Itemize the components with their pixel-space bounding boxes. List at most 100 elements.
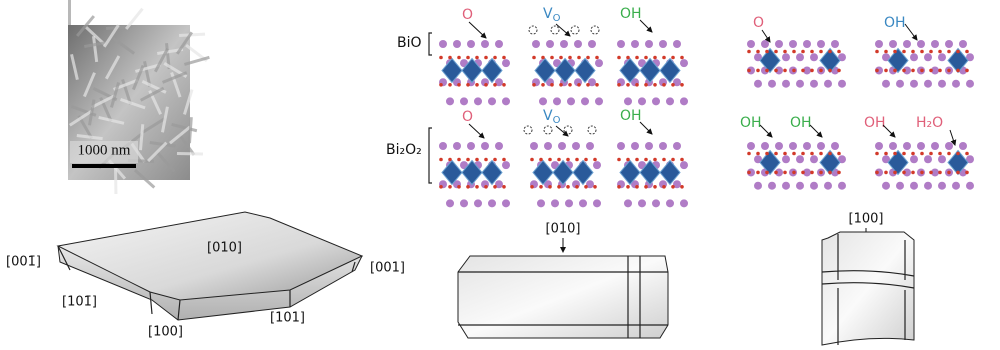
arrow bbox=[949, 129, 957, 146]
o-atom bbox=[532, 83, 536, 87]
sem-flake bbox=[103, 24, 120, 48]
facet-label: [001̄] bbox=[6, 255, 41, 270]
bi-atom bbox=[924, 53, 932, 62]
structure-panel bbox=[617, 142, 688, 208]
o-atom bbox=[586, 83, 590, 87]
o-atom bbox=[662, 55, 666, 60]
bi-atom bbox=[952, 79, 960, 88]
polyhedron bbox=[461, 159, 483, 186]
bi-atom bbox=[824, 79, 832, 88]
site-label: OH bbox=[620, 6, 642, 22]
site-label: OH bbox=[620, 108, 642, 124]
o-atom bbox=[671, 157, 675, 162]
bi-atom bbox=[875, 168, 883, 177]
bi-atom bbox=[910, 53, 918, 62]
o-atom bbox=[484, 83, 488, 87]
o-atom bbox=[502, 157, 506, 162]
o-atom bbox=[902, 68, 906, 73]
o-atom bbox=[965, 68, 969, 73]
bi-atom bbox=[803, 168, 811, 177]
o-atom bbox=[810, 49, 814, 54]
o-atom bbox=[475, 83, 479, 87]
arrow bbox=[468, 123, 485, 139]
vacancy bbox=[587, 125, 597, 135]
sem-flake bbox=[114, 168, 118, 195]
bi-atom bbox=[838, 181, 846, 190]
o-atom bbox=[484, 157, 488, 162]
o-atom bbox=[448, 55, 452, 60]
o-atom bbox=[586, 55, 590, 60]
o-atom bbox=[765, 151, 769, 156]
o-atom bbox=[747, 170, 751, 175]
o-atom bbox=[595, 55, 599, 60]
polyhedron bbox=[887, 149, 909, 176]
o-atom bbox=[653, 157, 657, 162]
bi-atom bbox=[553, 97, 561, 106]
o-atom bbox=[956, 170, 960, 175]
bi-atom bbox=[882, 53, 890, 62]
polyhedron bbox=[534, 57, 556, 84]
bi-atom bbox=[481, 142, 489, 150]
sem-flake bbox=[91, 94, 116, 109]
sem-image: 1000 nm bbox=[68, 0, 210, 195]
o-atom bbox=[617, 185, 621, 189]
o-atom bbox=[475, 157, 479, 162]
o-atom bbox=[801, 68, 805, 73]
arrow bbox=[809, 124, 823, 138]
o-atom bbox=[792, 170, 796, 175]
layer-label: BiO bbox=[397, 35, 422, 51]
bi-atom bbox=[624, 97, 632, 106]
sem-flake bbox=[149, 140, 176, 148]
o-atom bbox=[956, 151, 960, 156]
o-atom bbox=[911, 68, 915, 73]
o-atom bbox=[947, 68, 951, 73]
o-atom bbox=[626, 83, 630, 87]
sem-flake bbox=[113, 78, 139, 91]
bi-atom bbox=[910, 79, 918, 88]
o-atom bbox=[947, 49, 951, 54]
bracket bbox=[428, 127, 432, 184]
bi-atom bbox=[481, 40, 489, 48]
bi-atom bbox=[595, 97, 603, 106]
sem-flake bbox=[139, 124, 145, 151]
bi-atom bbox=[903, 66, 911, 75]
polyhedron bbox=[759, 47, 781, 74]
o-atom bbox=[671, 185, 675, 189]
o-atom bbox=[439, 157, 443, 162]
bi-atom bbox=[747, 66, 755, 75]
bi-atom bbox=[817, 142, 825, 150]
o-atom bbox=[566, 157, 570, 162]
arrow bbox=[555, 23, 571, 37]
o-atom bbox=[875, 170, 879, 175]
o-atom bbox=[439, 185, 443, 189]
o-atom bbox=[502, 55, 506, 60]
bi-atom bbox=[782, 181, 790, 190]
sem-flake bbox=[154, 48, 169, 73]
o-atom bbox=[902, 151, 906, 156]
o-atom bbox=[801, 151, 805, 156]
bi-atom bbox=[537, 199, 545, 208]
o-atom bbox=[653, 185, 657, 189]
sem-flake bbox=[179, 32, 206, 37]
o-atom bbox=[792, 49, 796, 54]
bi-atom bbox=[638, 97, 646, 106]
o-atom bbox=[837, 170, 841, 175]
o-atom bbox=[774, 68, 778, 73]
polyhedron bbox=[819, 47, 841, 74]
o-atom bbox=[493, 185, 497, 189]
bi-atom bbox=[567, 97, 575, 106]
arrow bbox=[639, 121, 653, 135]
o-atom bbox=[635, 157, 639, 162]
o-atom bbox=[595, 83, 599, 87]
bi-atom bbox=[645, 142, 653, 150]
bi-atom bbox=[796, 79, 804, 88]
o-atom bbox=[819, 170, 823, 175]
sem-flake bbox=[76, 134, 103, 141]
o-atom bbox=[792, 68, 796, 73]
o-atom bbox=[956, 49, 960, 54]
atomic-structures bbox=[439, 25, 974, 208]
o-atom bbox=[756, 68, 760, 73]
bi-atom bbox=[439, 142, 447, 150]
o-atom bbox=[929, 151, 933, 156]
bi-atom bbox=[586, 180, 594, 189]
